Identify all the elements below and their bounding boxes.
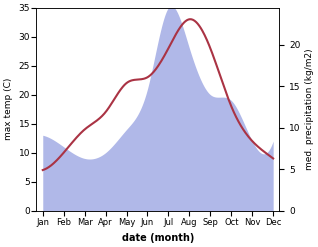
Y-axis label: med. precipitation (kg/m2): med. precipitation (kg/m2) xyxy=(305,48,314,170)
X-axis label: date (month): date (month) xyxy=(122,233,194,243)
Y-axis label: max temp (C): max temp (C) xyxy=(4,78,13,140)
